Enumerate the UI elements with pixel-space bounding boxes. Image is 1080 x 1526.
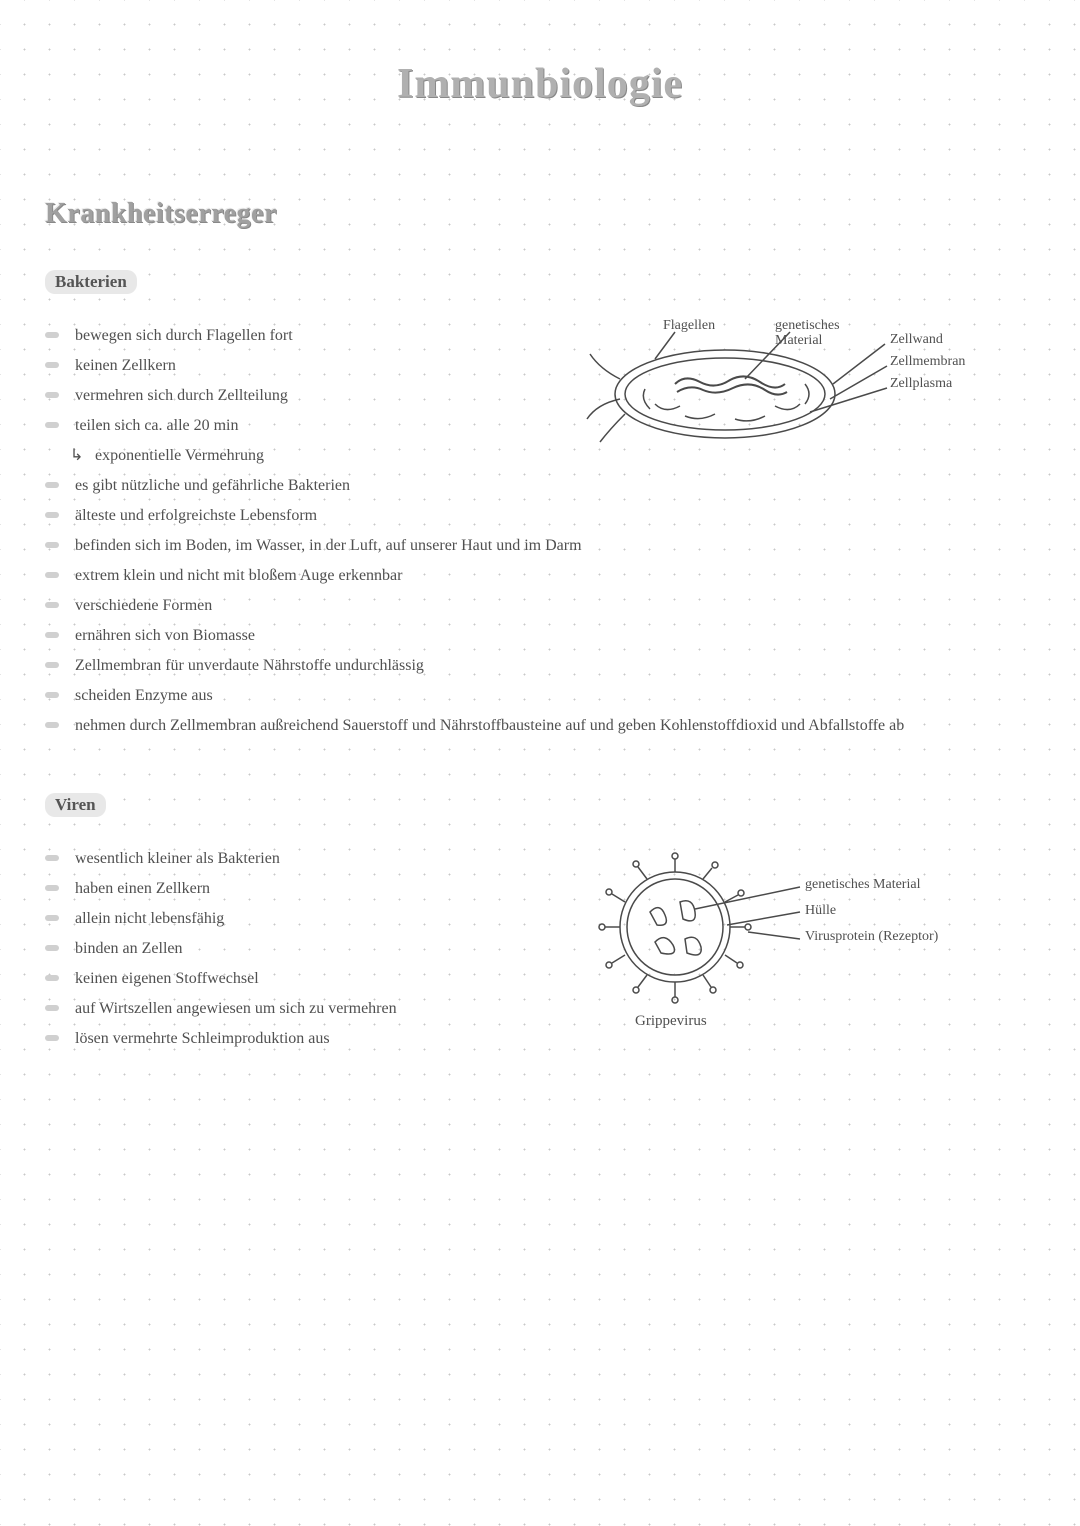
label-zellplasma: Zellplasma <box>890 376 952 392</box>
label-rezeptor: Virusprotein (Rezeptor) <box>805 929 938 945</box>
list-item: befinden sich im Boden, im Wasser, in de… <box>45 534 1035 558</box>
list-item: vermehren sich durch Zellteilung <box>45 384 565 408</box>
label-genetisches: genetisches Material <box>775 318 865 349</box>
bakterien-section: Bakterien bewegen sich durch Flagellen f… <box>45 270 1035 738</box>
label-zellwand: Zellwand <box>890 332 943 348</box>
list-item: keinen eigenen Stoffwechsel <box>45 967 545 991</box>
bakterien-list-cont: es gibt nützliche und gefährliche Bakter… <box>45 474 1035 738</box>
list-item: scheiden Enzyme aus <box>45 684 1035 708</box>
list-item: lösen vermehrte Schleimproduktion aus <box>45 1027 545 1051</box>
list-item: wesentlich kleiner als Bakterien <box>45 847 545 871</box>
label-flagellen: Flagellen <box>663 318 715 334</box>
list-item: bewegen sich durch Flagellen fort <box>45 324 565 348</box>
bakterien-heading: Bakterien <box>45 270 137 294</box>
label-huelle: Hülle <box>805 903 836 919</box>
list-item: es gibt nützliche und gefährliche Bakter… <box>45 474 1035 498</box>
list-item: binden an Zellen <box>45 937 545 961</box>
list-sub-item: exponentielle Vermehrung <box>45 444 565 468</box>
list-item: ernähren sich von Biomasse <box>45 624 1035 648</box>
bacteria-diagram: Flagellen genetisches Material Zellwand … <box>585 324 1005 454</box>
section-heading: Krankheitserreger <box>45 198 1035 230</box>
page-title: Immunbiologie <box>45 60 1035 108</box>
list-item: auf Wirtszellen angewiesen um sich zu ve… <box>45 997 545 1021</box>
list-item: extrem klein und nicht mit bloßem Auge e… <box>45 564 1035 588</box>
list-item: nehmen durch Zellmembran außreichend Sau… <box>45 714 1035 738</box>
list-item: keinen Zellkern <box>45 354 565 378</box>
virus-diagram: genetisches Material Hülle Virusprotein … <box>565 847 995 1027</box>
label-zellmembran: Zellmembran <box>890 354 965 370</box>
list-item: teilen sich ca. alle 20 min <box>45 414 565 438</box>
viren-section: Viren wesentlich kleiner als Bakterien h… <box>45 793 1035 1057</box>
list-item: Zellmembran für unverdaute Nährstoffe un… <box>45 654 1035 678</box>
list-item: haben einen Zellkern <box>45 877 545 901</box>
viren-heading: Viren <box>45 793 106 817</box>
list-item: verschiedene Formen <box>45 594 1035 618</box>
viren-list: wesentlich kleiner als Bakterien haben e… <box>45 847 545 1057</box>
label-virus-genetisches: genetisches Material <box>805 877 920 893</box>
virus-caption: Grippevirus <box>635 1013 707 1030</box>
list-item: älteste und erfolgreichste Lebensform <box>45 504 1035 528</box>
list-item: allein nicht lebensfähig <box>45 907 545 931</box>
bakterien-list: bewegen sich durch Flagellen fort keinen… <box>45 324 565 474</box>
